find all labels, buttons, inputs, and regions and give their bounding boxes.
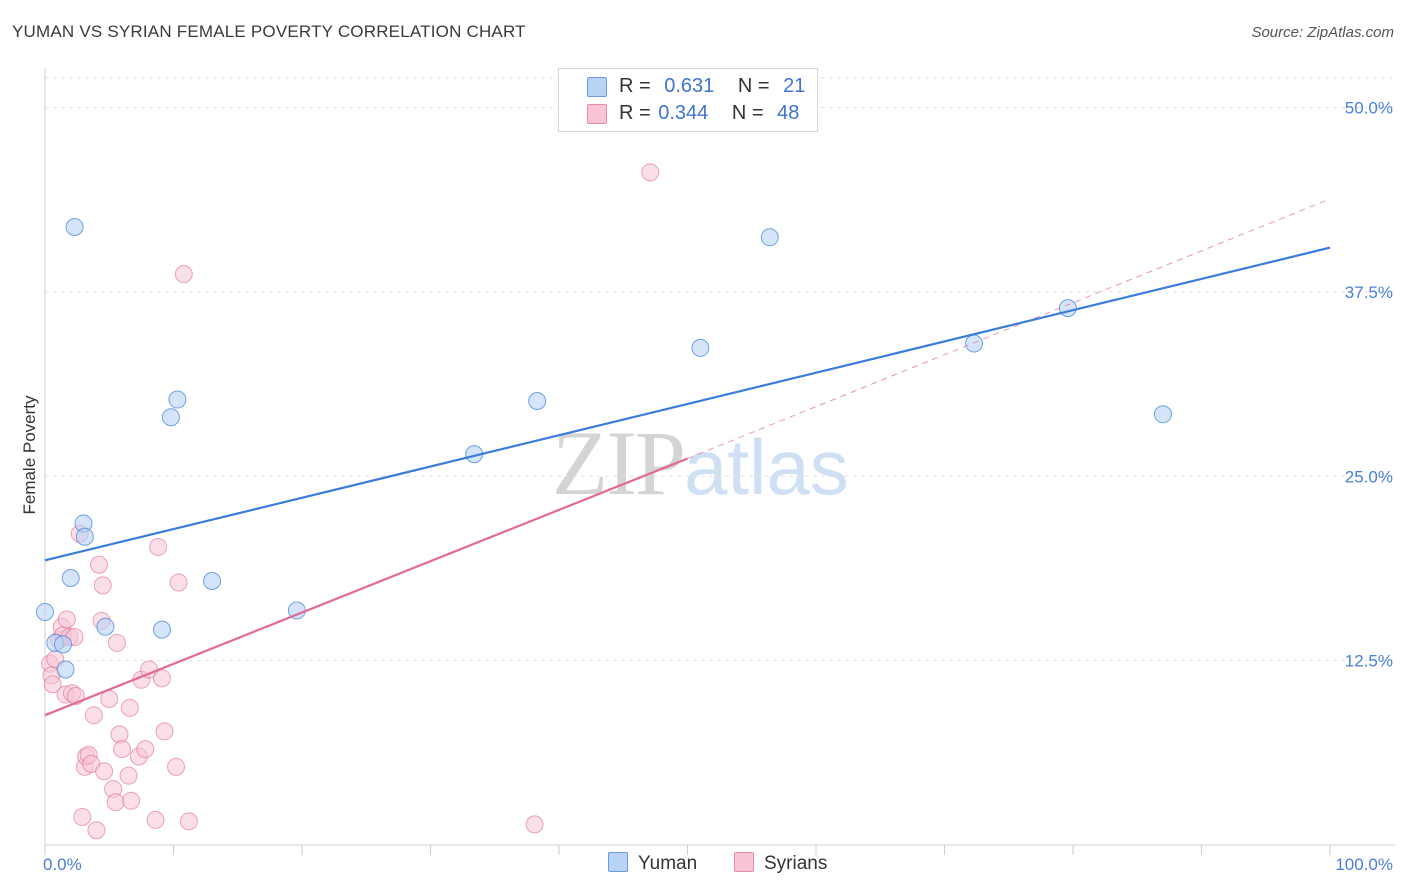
syrians-point xyxy=(174,265,193,284)
yuman-point xyxy=(691,338,710,357)
syrians-point xyxy=(152,669,171,688)
yuman-trend-line xyxy=(44,246,1331,562)
bottom-legend-yuman: Yuman xyxy=(608,852,697,875)
syrians-point xyxy=(84,706,103,725)
syrians-point xyxy=(113,740,132,759)
chart-title: YUMAN VS SYRIAN FEMALE POVERTY CORRELATI… xyxy=(12,22,526,41)
yuman-point xyxy=(75,527,94,546)
syrians-swatch xyxy=(587,104,607,124)
syrians-point xyxy=(107,633,126,652)
syrians-r-label: R = xyxy=(619,102,657,124)
y-tick-label: 25.0% xyxy=(1345,467,1393,486)
yuman-point xyxy=(760,228,779,247)
syrians-point xyxy=(110,725,129,744)
syrians-r-value: 0.344 xyxy=(658,102,709,124)
syrians-legend-swatch xyxy=(734,852,754,872)
syrians-n-value: 48 xyxy=(777,102,800,124)
watermark: ZIPatlas xyxy=(552,410,849,516)
yuman-point xyxy=(56,660,75,679)
yuman-legend-label: Yuman xyxy=(638,853,698,874)
syrians-point xyxy=(641,163,660,182)
yuman-point xyxy=(1058,299,1077,318)
syrians-point xyxy=(146,810,165,829)
syrians-point xyxy=(93,576,112,595)
yuman-point xyxy=(1153,405,1172,424)
syrians-point xyxy=(149,538,168,557)
syrians-legend-label: Syrians xyxy=(764,853,828,874)
watermark-atlas: atlas xyxy=(684,423,849,511)
syrians-point xyxy=(525,815,544,834)
syrians-n-label: N = xyxy=(731,102,770,124)
syrians-point xyxy=(179,812,198,831)
source-label: Source: ZipAtlas.com xyxy=(1251,24,1394,41)
y-tick-label: 50.0% xyxy=(1345,99,1393,118)
yuman-point xyxy=(53,635,72,654)
yuman-point xyxy=(168,390,187,409)
yuman-r-value: 0.631 xyxy=(664,75,715,97)
syrians-trend-line xyxy=(44,457,688,717)
y-tick-label: 37.5% xyxy=(1345,283,1393,302)
yuman-point xyxy=(965,334,984,353)
yuman-point xyxy=(61,569,80,588)
watermark-zip: ZIP xyxy=(552,412,686,514)
yuman-point xyxy=(161,408,180,427)
yuman-legend-swatch xyxy=(608,852,628,872)
syrians-point xyxy=(167,757,186,776)
syrians-point xyxy=(43,675,62,694)
x-tick-label-max: 100.0% xyxy=(1335,855,1393,874)
y-tick-label: 12.5% xyxy=(1345,652,1393,671)
syrians-trend-extension xyxy=(687,198,1331,460)
yuman-r-label: R = xyxy=(619,75,657,97)
syrians-point xyxy=(169,573,188,592)
yuman-point xyxy=(36,602,54,621)
syrians-point xyxy=(57,610,76,629)
yuman-n-value: 21 xyxy=(783,75,806,97)
yuman-swatch xyxy=(587,77,607,97)
syrians-point xyxy=(136,740,155,759)
bottom-legend-syrians: Syrians xyxy=(734,852,827,875)
yuman-point xyxy=(203,571,222,590)
syrians-point xyxy=(155,722,174,741)
yuman-point xyxy=(65,217,84,236)
syrians-point xyxy=(87,821,106,840)
yuman-point xyxy=(152,620,171,639)
yuman-point xyxy=(96,617,115,636)
correlation-legend: R = 0.631 N = 21 R = 0.344 N = 48 xyxy=(558,68,818,132)
x-tick-label-min: 0.0% xyxy=(43,855,82,874)
yuman-point xyxy=(528,392,547,411)
syrians-point xyxy=(106,793,125,812)
syrians-point xyxy=(119,766,138,785)
syrians-point xyxy=(95,762,114,781)
yuman-n-label: N = xyxy=(737,75,776,97)
syrians-point xyxy=(122,791,141,810)
syrians-point xyxy=(73,807,92,826)
syrians-point xyxy=(89,555,108,574)
syrians-point xyxy=(120,698,139,717)
